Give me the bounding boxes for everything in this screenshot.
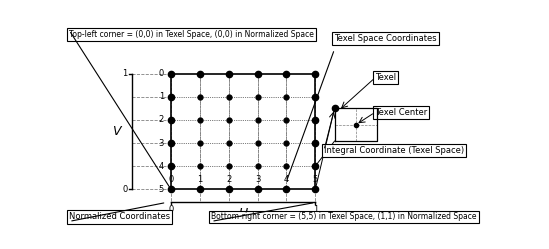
- Text: 3: 3: [159, 138, 164, 147]
- Text: U: U: [238, 207, 248, 220]
- Text: 0: 0: [159, 69, 164, 78]
- Text: 1: 1: [313, 205, 318, 214]
- Text: 0: 0: [168, 175, 173, 184]
- Text: 1: 1: [197, 175, 202, 184]
- Text: Normalized Coordinates: Normalized Coordinates: [69, 212, 170, 221]
- Text: 4: 4: [159, 162, 164, 171]
- Text: 5: 5: [159, 185, 164, 193]
- Text: Texel Center: Texel Center: [375, 108, 427, 117]
- Text: Texel Space Coordinates: Texel Space Coordinates: [334, 34, 437, 43]
- Text: 1: 1: [122, 69, 127, 78]
- Text: 2: 2: [159, 116, 164, 124]
- Text: V: V: [112, 125, 121, 138]
- Text: 5: 5: [313, 175, 318, 184]
- Text: 0: 0: [122, 185, 127, 193]
- Text: Top-left corner = (0,0) in Texel Space, (0,0) in Normalized Space: Top-left corner = (0,0) in Texel Space, …: [69, 30, 314, 39]
- Text: Texel: Texel: [375, 73, 396, 82]
- Text: 2: 2: [226, 175, 231, 184]
- Text: 4: 4: [284, 175, 289, 184]
- Text: 3: 3: [255, 175, 260, 184]
- Text: 0: 0: [168, 205, 173, 214]
- Text: Integral Coordinate (Texel Space): Integral Coordinate (Texel Space): [324, 146, 464, 155]
- Text: Bottom-right corner = (5,5) in Texel Space, (1,1) in Normalized Space: Bottom-right corner = (5,5) in Texel Spa…: [211, 212, 477, 221]
- Text: 1: 1: [159, 92, 164, 102]
